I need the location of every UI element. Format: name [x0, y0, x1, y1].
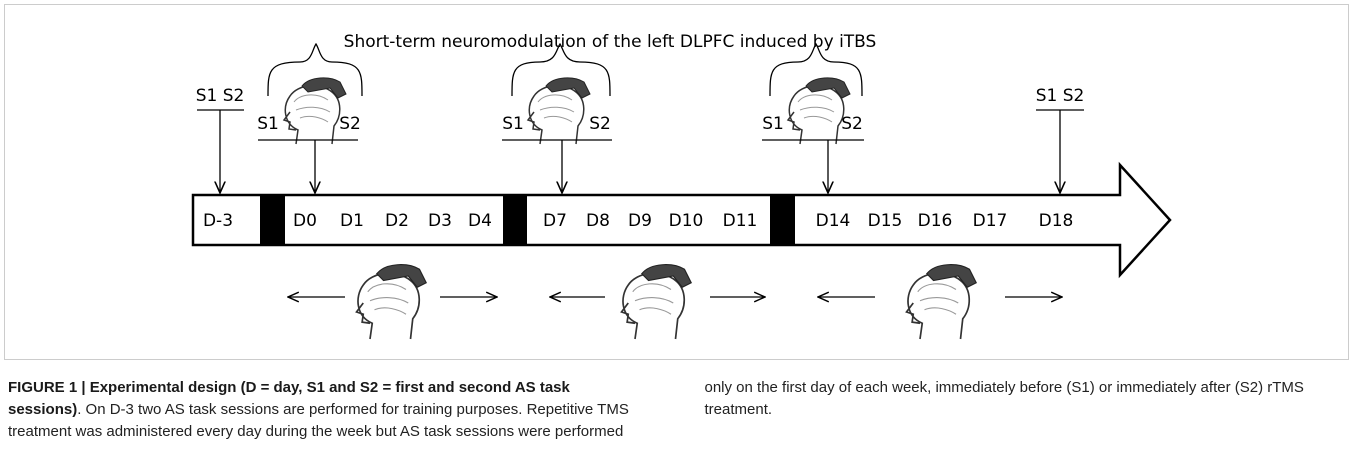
day-label: D9 [628, 211, 652, 231]
session-markers [197, 109, 1084, 193]
head-icon [905, 263, 978, 340]
session-label: S1 [257, 114, 279, 134]
session-label: S1 S2 [1036, 86, 1085, 106]
day-label: D14 [816, 211, 851, 231]
diagram: Short-term neuromodulation of the left D… [191, 32, 1172, 340]
week-break [770, 195, 795, 245]
week-break [503, 195, 527, 245]
head-icon [787, 77, 851, 145]
day-label: D-3 [203, 211, 233, 231]
session-label: S1 [502, 114, 524, 134]
session-label: S1 [762, 114, 784, 134]
day-label: D1 [340, 211, 364, 231]
session-label: S2 [841, 114, 863, 134]
day-label: D11 [723, 211, 758, 231]
timeline-arrow [191, 161, 1172, 279]
session-label: S2 [589, 114, 611, 134]
day-label: D4 [468, 211, 492, 231]
head-icon [283, 77, 347, 145]
day-label: D17 [973, 211, 1008, 231]
caption-body: . On D-3 two AS task sessions are perfor… [8, 379, 1304, 440]
day-label: D7 [543, 211, 567, 231]
day-label: D3 [428, 211, 452, 231]
day-label: D8 [586, 211, 610, 231]
session-label: S2 [339, 114, 361, 134]
head-icon [527, 77, 591, 145]
day-label: D18 [1039, 211, 1074, 231]
day-label: D15 [868, 211, 903, 231]
day-label: D2 [385, 211, 409, 231]
head-icon [355, 263, 428, 340]
day-label: D0 [293, 211, 317, 231]
day-label: D10 [669, 211, 704, 231]
figure-frame [4, 4, 1349, 360]
caption: FIGURE 1 | Experimental design (D = day,… [8, 377, 1343, 443]
head-icon [620, 263, 693, 340]
day-labels: D-3 D0 D1 D2 D3 D4 D7 D8 D9 D10 D11 D14 D15 D16 D17 D18 [203, 211, 1073, 231]
braces [267, 42, 863, 97]
diagram-title: Short-term neuromodulation of the left D… [344, 32, 877, 52]
session-label: S1 S2 [196, 86, 245, 106]
caption-lead: FIGURE 1 | Experimental design (D = day,… [8, 379, 570, 418]
day-label: D16 [918, 211, 953, 231]
week-break [260, 195, 285, 245]
